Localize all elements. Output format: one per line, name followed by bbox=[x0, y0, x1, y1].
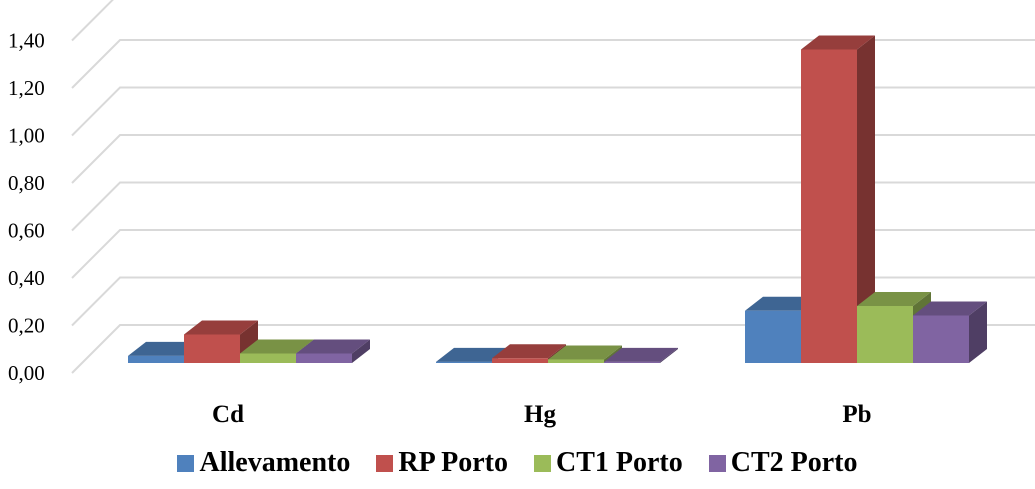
bar-top bbox=[548, 345, 622, 360]
bar-side bbox=[857, 35, 875, 363]
legend-item-ct2-porto: CT2 Porto bbox=[708, 447, 858, 478]
y-tick-label: 1,20 bbox=[8, 76, 45, 100]
x-category-label: Cd bbox=[212, 401, 244, 428]
x-category-label: Hg bbox=[524, 401, 556, 428]
y-tick-label: 0,60 bbox=[8, 219, 45, 243]
gridline bbox=[71, 134, 1035, 184]
x-axis-categories: Cd Hg Pb bbox=[212, 401, 872, 428]
gridline bbox=[71, 0, 114, 42]
bar-front bbox=[745, 310, 801, 363]
y-tick-label: 1,00 bbox=[8, 124, 45, 148]
y-axis-ticks: 0,00 0,20 0,40 0,60 0,80 1,00 1,20 1,40 bbox=[8, 29, 45, 386]
legend-label: RP Porto bbox=[398, 447, 508, 478]
gridline bbox=[71, 324, 1035, 374]
bar-top bbox=[436, 347, 510, 362]
bar-front bbox=[857, 306, 913, 363]
legend-swatch bbox=[533, 454, 551, 472]
bar-front bbox=[492, 358, 548, 363]
bar-cd-3 bbox=[296, 339, 370, 363]
bar-front bbox=[436, 361, 492, 363]
bar-top bbox=[801, 35, 875, 50]
bar-top bbox=[128, 341, 202, 356]
legend-swatch bbox=[376, 454, 394, 472]
bar-cd-1 bbox=[184, 320, 258, 363]
bar-front bbox=[548, 359, 604, 363]
legend-label: CT2 Porto bbox=[730, 447, 858, 478]
bar-front bbox=[801, 49, 857, 363]
y-tick-label: 0,00 bbox=[8, 361, 45, 385]
bar-front bbox=[184, 334, 240, 363]
gridline bbox=[71, 39, 1035, 89]
bar-top bbox=[296, 339, 370, 354]
bar-front bbox=[604, 361, 660, 363]
bar-top bbox=[604, 347, 678, 362]
gridlines bbox=[71, 0, 1035, 374]
y-tick-label: 0,40 bbox=[8, 266, 45, 290]
bar-side bbox=[352, 339, 370, 363]
bar-front bbox=[296, 353, 352, 363]
legend: Allevamento RP Porto CT1 Porto CT2 Porto bbox=[0, 448, 1035, 478]
gridline bbox=[71, 181, 1035, 232]
gridline bbox=[71, 86, 1035, 137]
bar-front bbox=[240, 353, 296, 363]
bar-top bbox=[184, 320, 258, 335]
bar-top bbox=[745, 296, 819, 311]
bar-top bbox=[492, 344, 566, 359]
y-tick-label: 1,40 bbox=[8, 29, 45, 53]
bar-side bbox=[969, 301, 987, 363]
legend-item-rp-porto: RP Porto bbox=[376, 448, 508, 478]
legend-label: Allevamento bbox=[199, 447, 351, 478]
bar-pb-1 bbox=[801, 35, 875, 363]
bars bbox=[128, 35, 987, 363]
bar-top bbox=[857, 292, 931, 306]
legend-item-ct1-porto: CT1 Porto bbox=[533, 447, 683, 478]
bar-hg-3 bbox=[604, 347, 678, 363]
bar-front bbox=[128, 355, 184, 363]
bar-top bbox=[240, 339, 314, 354]
y-tick-label: 0,20 bbox=[8, 314, 45, 338]
x-category-label: Pb bbox=[842, 401, 871, 428]
y-tick-label: 0,80 bbox=[8, 171, 45, 195]
legend-swatch bbox=[177, 454, 195, 472]
bar-top bbox=[913, 301, 987, 316]
legend-label: CT1 Porto bbox=[555, 447, 683, 478]
bar-front bbox=[913, 315, 969, 363]
bar-pb-3 bbox=[913, 301, 987, 363]
chart-area: 0,00 0,20 0,40 0,60 0,80 1,00 1,20 1,40 Cd Hg Pb bbox=[8, 0, 1035, 428]
legend-swatch bbox=[708, 454, 726, 472]
bar-side bbox=[660, 347, 678, 363]
gridline bbox=[71, 276, 1035, 327]
legend-item-allevamento: Allevamento bbox=[177, 448, 350, 478]
gridline bbox=[71, 229, 1035, 279]
